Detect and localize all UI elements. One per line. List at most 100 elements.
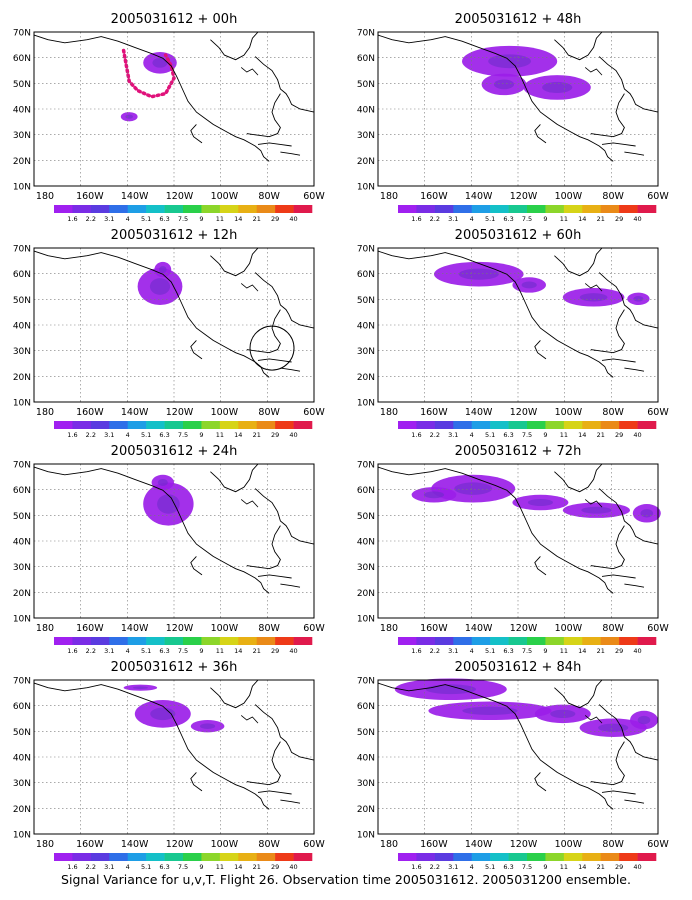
lon-label: 160W (76, 191, 104, 202)
colorbar-swatch (90, 421, 110, 429)
colorbar-label: 4 (470, 647, 474, 655)
colorbar-swatch (72, 637, 92, 645)
map-frame (33, 31, 315, 187)
colorbar-swatch (563, 853, 583, 861)
colorbar-swatch (508, 205, 528, 213)
colorbar-label: 11 (216, 431, 224, 439)
map-frame (377, 31, 659, 187)
variance-core (458, 268, 499, 280)
colorbar-swatch (54, 637, 73, 645)
variance-core (159, 266, 167, 274)
lon-label: 180 (36, 191, 54, 202)
lat-label: 30N (357, 347, 375, 357)
map-panel: 2005031612 + 48h 70N 60N 50N 40N 30N 20N 10N 180… (357, 12, 670, 223)
colorbar-swatch (90, 853, 110, 861)
lon-label: 100W (555, 191, 583, 202)
colorbar-label: 29 (615, 431, 623, 439)
lon-label: 160W (420, 407, 448, 418)
colorbar-label: 1.6 (67, 863, 77, 871)
colorbar-label: 4 (126, 863, 130, 871)
colorbar-swatch (490, 637, 509, 645)
lat-label: 60N (13, 702, 31, 712)
coastline (554, 679, 603, 709)
lon-label: 100W (211, 623, 239, 634)
colorbar-label: 6.3 (159, 863, 169, 871)
lon-label: 80W (258, 407, 280, 418)
colorbar-label: 14 (578, 863, 586, 871)
map-panel: 2005031612 + 24h 70N 60N 50N 40N 30N 20N 10N 180… (13, 444, 326, 655)
variance-core (149, 278, 171, 295)
lat-label: 70N (13, 677, 31, 687)
colorbar-label: 7.5 (178, 863, 188, 871)
colorbar-label: 9 (543, 431, 547, 439)
coastline (210, 31, 259, 61)
colorbar-label: 3.1 (448, 215, 458, 223)
colorbar-label: 21 (597, 647, 605, 655)
lat-label: 50N (13, 296, 31, 306)
lon-label: 140W (121, 839, 149, 850)
colorbar-swatch (164, 205, 184, 213)
lon-label: 120W (166, 191, 194, 202)
map-frame (377, 463, 659, 619)
colorbar-label: 40 (289, 863, 297, 871)
lat-label: 60N (13, 270, 31, 280)
colorbar-label: 2.2 (86, 215, 96, 223)
variance-core (493, 79, 515, 90)
coastline (598, 488, 659, 545)
lat-label: 40N (13, 754, 31, 764)
colorbar-label: 11 (216, 863, 224, 871)
variance-core (579, 293, 608, 302)
colorbar-label: 3.1 (104, 647, 114, 655)
colorbar-label: 40 (633, 647, 641, 655)
variance-core (598, 723, 629, 732)
coastline (257, 790, 292, 795)
coastline (33, 34, 270, 162)
colorbar-swatch (453, 205, 473, 213)
lat-label: 40N (357, 106, 375, 116)
colorbar-label: 9 (543, 215, 547, 223)
colorbar-swatch (109, 853, 129, 861)
map-panel: 2005031612 + 12h 70N 60N 50N 40N 30N 20N 10N 180… (13, 228, 326, 439)
colorbar-label: 11 (216, 647, 224, 655)
lon-label: 140W (121, 623, 149, 634)
colorbar-swatch (146, 421, 165, 429)
colorbar-swatch (637, 205, 657, 213)
lat-label: 70N (357, 461, 375, 471)
coastline (590, 741, 625, 786)
colorbar-label: 11 (560, 863, 568, 871)
colorbar-swatch (54, 421, 73, 429)
coastline (257, 142, 292, 147)
colorbar-swatch (238, 205, 258, 213)
coastline (33, 250, 270, 378)
colorbar-swatch (90, 637, 110, 645)
colorbar-swatch (275, 421, 294, 429)
lon-label: 140W (465, 191, 493, 202)
colorbar-label: 4 (126, 647, 130, 655)
colorbar-label: 14 (578, 431, 586, 439)
coastline (534, 124, 547, 144)
map-frame (377, 247, 659, 403)
colorbar-label: 1.6 (67, 431, 77, 439)
colorbar-swatch (183, 853, 202, 861)
colorbar-swatch (293, 205, 313, 213)
lat-label: 60N (357, 702, 375, 712)
map-panel: 2005031612 + 36h 70N 60N 50N 40N 30N 20N 10N 180… (13, 660, 326, 871)
lat-label: 30N (357, 563, 375, 573)
colorbar-swatch (201, 205, 221, 213)
lon-label: 80W (258, 623, 280, 634)
panel-title: 2005031612 + 12h (111, 228, 238, 243)
colorbar-label: 21 (253, 215, 261, 223)
lat-label: 10N (357, 183, 375, 193)
coastline (601, 142, 636, 147)
coastline (590, 93, 625, 138)
colorbar-label: 14 (234, 215, 242, 223)
colorbar-swatch (238, 637, 258, 645)
colorbar-swatch (527, 205, 546, 213)
colorbar-swatch (219, 205, 239, 213)
colorbar-swatch (219, 637, 239, 645)
lon-label: 140W (465, 839, 493, 850)
great-lakes (240, 715, 259, 724)
coastline (190, 124, 203, 144)
colorbar-swatch (490, 205, 509, 213)
map-panel: 2005031612 + 84h 70N 60N 50N 40N 30N 20N 10N 180… (357, 660, 670, 871)
